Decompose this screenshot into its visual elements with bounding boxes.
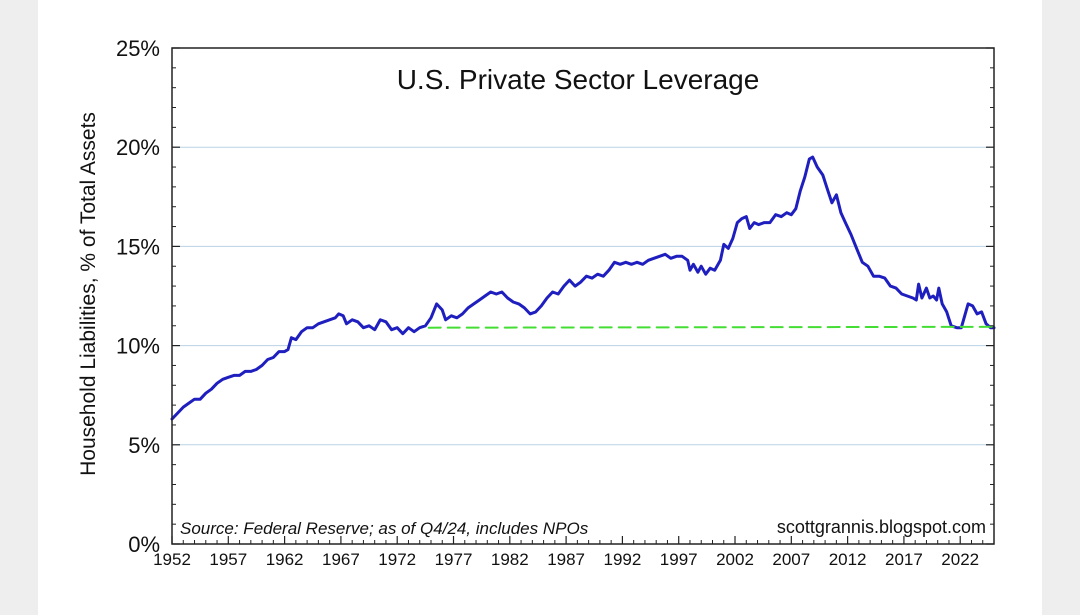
x-tick-label: 1962 <box>266 550 304 569</box>
x-tick-label: 1982 <box>491 550 529 569</box>
axis-ticks: 0% 5% 10% 15% 20% 25% 1952 1957 1962 1967 1972 1977… <box>116 36 995 569</box>
series-line-household-leverage <box>170 155 996 421</box>
source-note: Source: Federal Reserve; as of Q4/24, in… <box>180 519 589 538</box>
y-tick-label: 25% <box>116 36 160 61</box>
plot-area-border <box>171 47 995 545</box>
chart-title: U.S. Private Sector Leverage <box>397 64 760 95</box>
x-tick-label: 2017 <box>885 550 923 569</box>
grid-lines <box>172 146 994 446</box>
x-tick-label: 1952 <box>153 550 191 569</box>
x-tick-label: 2007 <box>772 550 810 569</box>
blog-credit: scottgrannis.blogspot.com <box>777 517 986 537</box>
x-tick-label: 1987 <box>547 550 585 569</box>
y-axis-label: Household Liabilities, % of Total Assets <box>77 112 100 476</box>
x-tick-label: 1992 <box>603 550 641 569</box>
x-tick-label: 1957 <box>209 550 247 569</box>
reference-line-dashed <box>427 325 995 329</box>
left-margin <box>0 0 38 615</box>
y-tick-label: 15% <box>116 234 160 259</box>
x-tick-label: 1972 <box>378 550 416 569</box>
y-tick-label: 0% <box>128 532 160 557</box>
y-tick-label: 5% <box>128 433 160 458</box>
x-tick-label: 2022 <box>941 550 979 569</box>
series-layer <box>170 155 996 421</box>
x-tick-label: 1977 <box>435 550 473 569</box>
y-tick-label: 10% <box>116 334 160 359</box>
x-tick-label: 1967 <box>322 550 360 569</box>
x-tick-label: 2012 <box>829 550 867 569</box>
x-tick-label: 2002 <box>716 550 754 569</box>
x-tick-label: 1997 <box>660 550 698 569</box>
right-margin <box>1042 0 1080 615</box>
y-tick-label: 20% <box>116 135 160 160</box>
